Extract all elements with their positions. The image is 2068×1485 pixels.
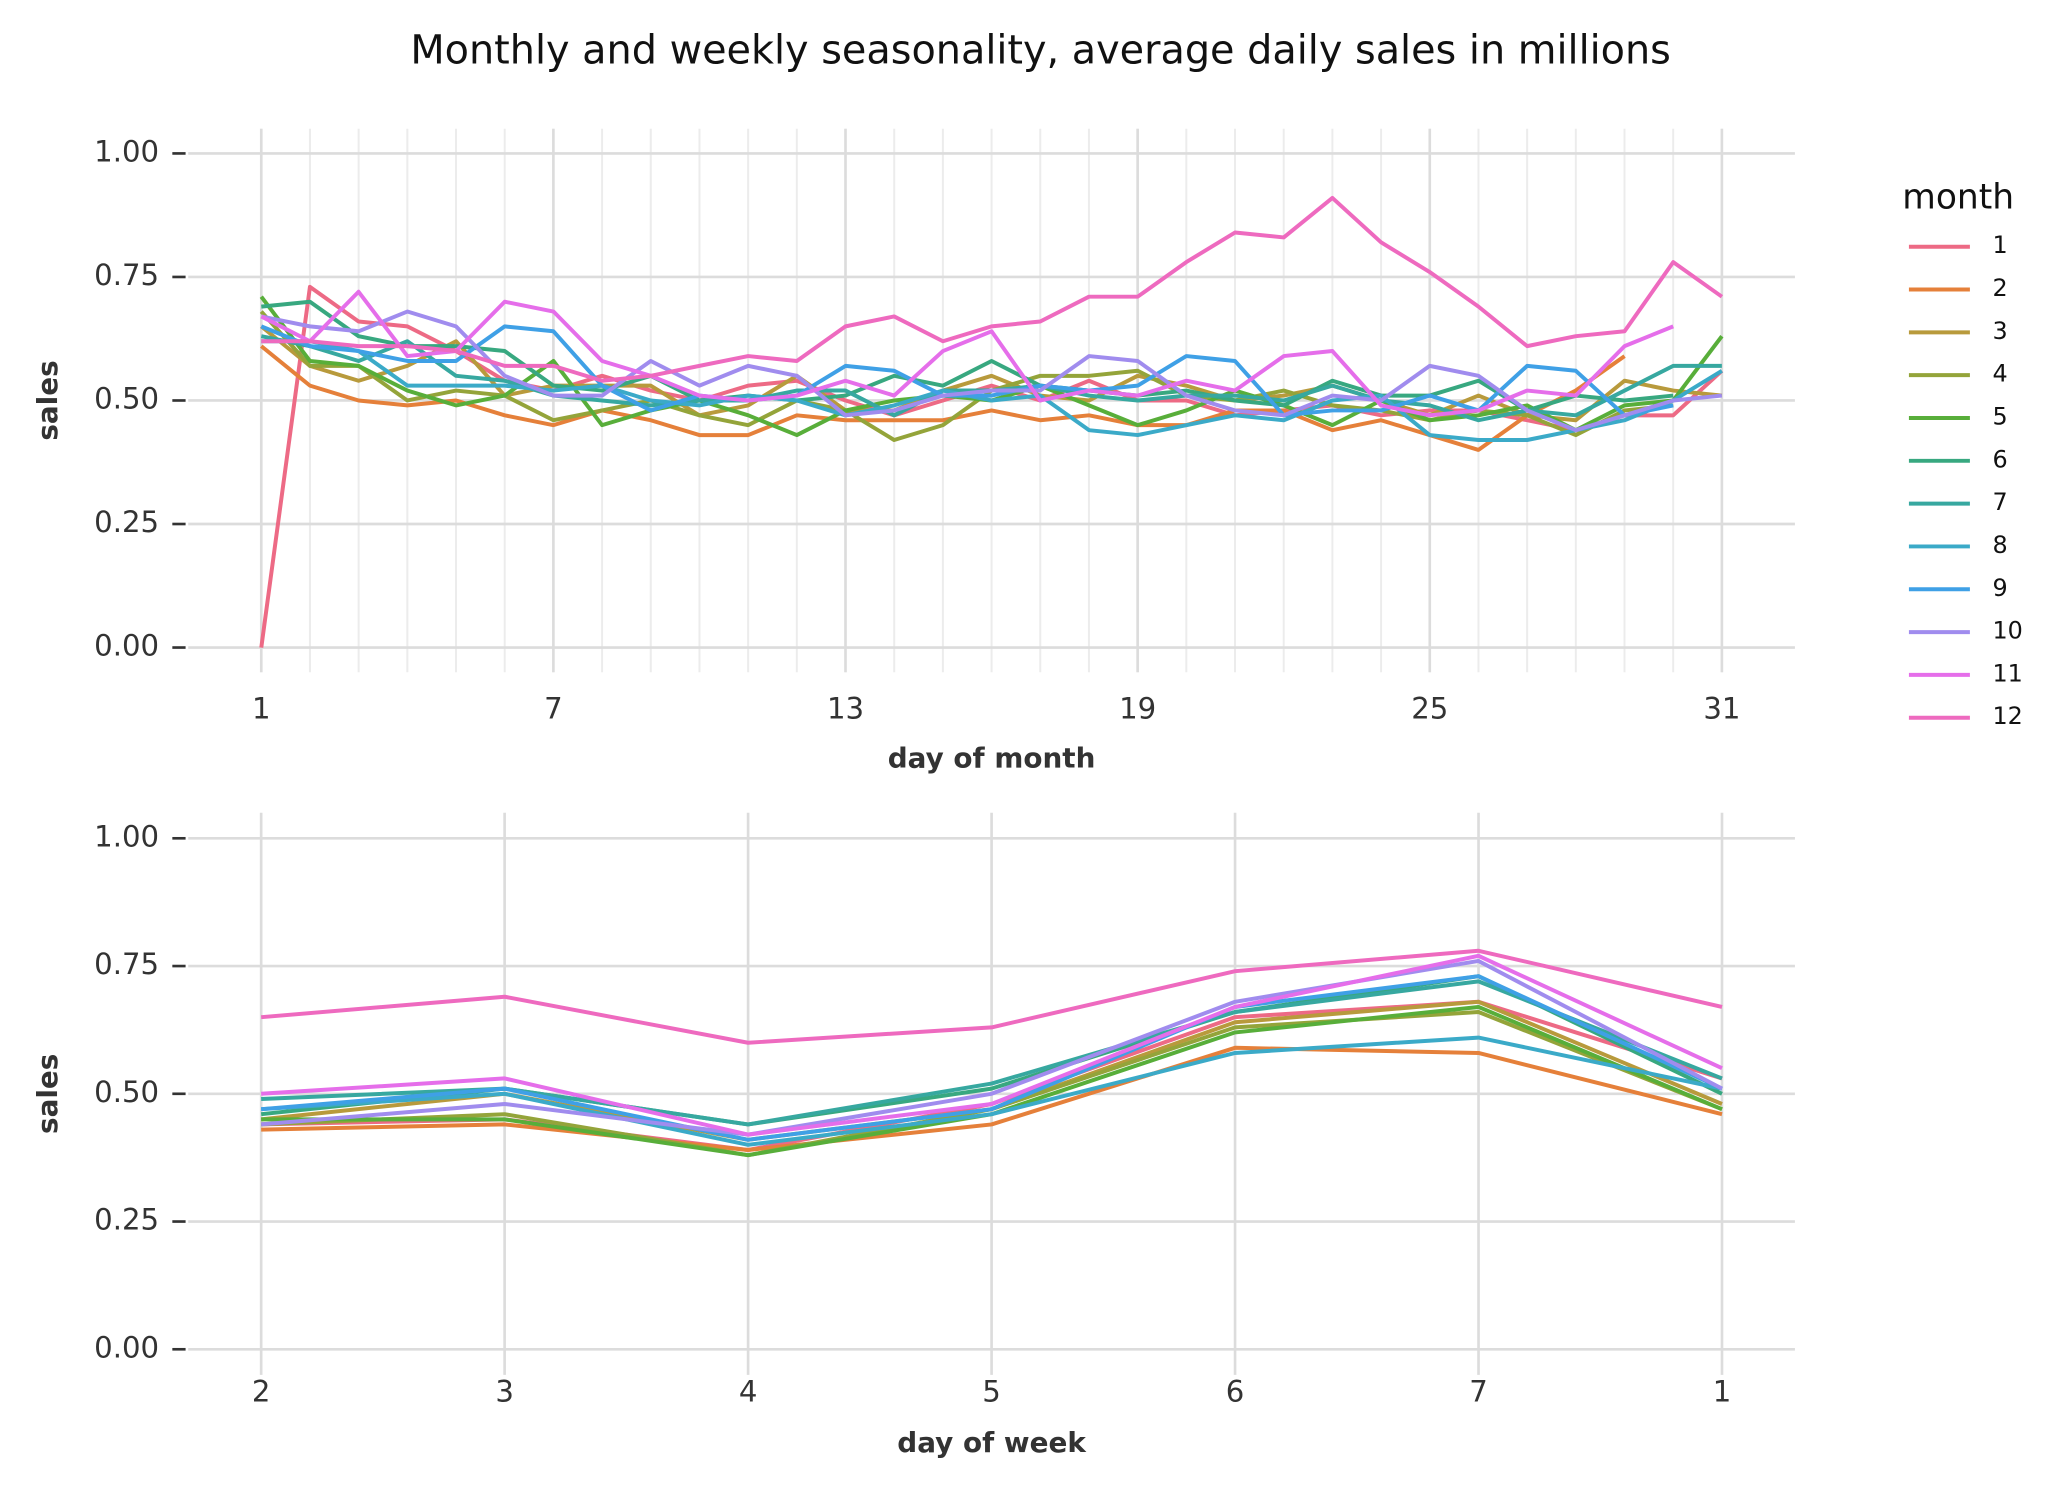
series-line xyxy=(261,1045,1723,1152)
series-line xyxy=(261,339,1723,442)
y-tick-label: 1.00 xyxy=(94,819,159,853)
x-tick-label: 31 xyxy=(1703,692,1740,726)
y-tick-label: 0.75 xyxy=(94,258,159,292)
x-tick-label: 5 xyxy=(982,1374,1001,1408)
legend-label: 9 xyxy=(1992,574,2007,602)
legend-label: 10 xyxy=(1992,617,2022,645)
series-line xyxy=(260,289,1674,418)
series-line xyxy=(261,953,1723,1137)
x-tick-label: 1 xyxy=(252,692,271,726)
legend-label: 12 xyxy=(1992,702,2022,730)
legend-label: 2 xyxy=(1992,274,2007,302)
x-tick-label: 7 xyxy=(1469,1374,1488,1408)
x-tick-label: 1 xyxy=(1713,1374,1732,1408)
y-axis-label: sales xyxy=(31,360,64,440)
y-tick-label: 1.00 xyxy=(94,134,159,168)
y-tick-label: 0.25 xyxy=(94,1203,159,1237)
series-line xyxy=(260,958,1723,1137)
x-tick-label: 3 xyxy=(495,1374,514,1408)
y-tick-label: 0.00 xyxy=(94,1330,159,1364)
y-axis-label: sales xyxy=(31,1054,64,1134)
series-line xyxy=(260,309,1723,433)
x-tick-label: 6 xyxy=(1226,1374,1245,1408)
series-line xyxy=(261,1035,1723,1147)
y-tick-label: 0.50 xyxy=(94,1075,159,1109)
x-tick-label: 25 xyxy=(1411,692,1448,726)
x-axis-label: day of week xyxy=(897,1426,1087,1459)
legend-label: 3 xyxy=(1992,317,2007,345)
series-line xyxy=(260,974,1723,1142)
legend-label: 11 xyxy=(1992,659,2022,687)
series-line xyxy=(261,195,1724,383)
x-axis-label: day of month xyxy=(888,742,1096,775)
x-tick-label: 4 xyxy=(739,1374,758,1408)
series-line xyxy=(261,299,1674,413)
series-line xyxy=(260,948,1723,1045)
chart-title: Monthly and weekly seasonality, average … xyxy=(410,28,1671,74)
legend-label: 4 xyxy=(1992,360,2007,388)
series-line xyxy=(260,324,1674,418)
series-line xyxy=(260,344,1626,452)
legend-label: 5 xyxy=(1992,402,2007,430)
legend-title: month xyxy=(1902,177,2014,217)
legend-label: 7 xyxy=(1992,488,2007,516)
x-tick-label: 2 xyxy=(252,1374,271,1408)
x-tick-label: 7 xyxy=(544,692,563,726)
legend-label: 1 xyxy=(1992,231,2007,259)
y-tick-label: 0.25 xyxy=(94,505,159,539)
y-tick-label: 0.50 xyxy=(94,381,159,415)
y-tick-label: 0.00 xyxy=(94,629,159,663)
y-tick-label: 0.75 xyxy=(94,947,159,981)
legend-label: 6 xyxy=(1992,445,2007,473)
legend-label: 8 xyxy=(1992,531,2007,559)
x-tick-label: 19 xyxy=(1119,692,1156,726)
x-tick-label: 13 xyxy=(827,692,864,726)
